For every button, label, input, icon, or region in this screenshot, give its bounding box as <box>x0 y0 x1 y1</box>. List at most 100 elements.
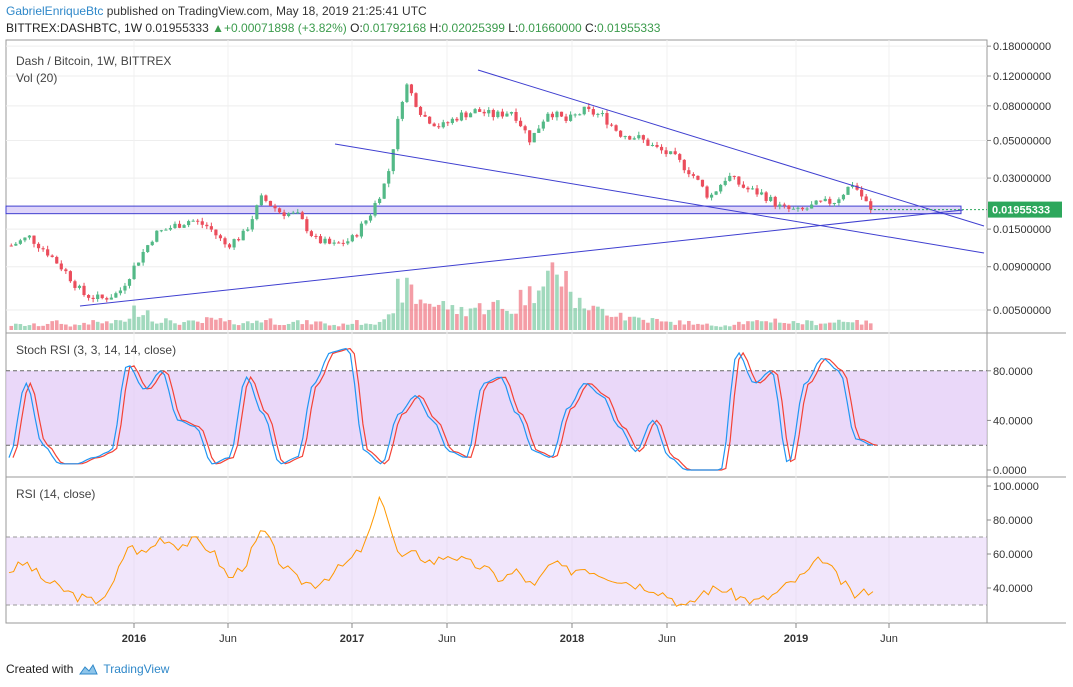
volume-bar <box>723 325 728 330</box>
volume-bar <box>855 319 859 330</box>
candle-body <box>564 116 568 121</box>
candle-body <box>237 239 241 241</box>
volume-bar <box>718 326 723 330</box>
y-tick-label: 100.0000 <box>993 481 1039 493</box>
candle-body <box>314 235 318 237</box>
volume-bar <box>514 313 518 330</box>
candle-body <box>550 113 555 118</box>
candle-body <box>205 224 209 227</box>
tradingview-brand[interactable]: TradingView <box>103 662 170 676</box>
candle-body <box>623 136 627 138</box>
volume-bar <box>596 306 600 330</box>
candle-body <box>691 174 695 176</box>
x-tick-label: 2018 <box>560 633 584 645</box>
volume-bar <box>550 262 555 330</box>
candle-body <box>387 171 391 184</box>
volume-bar <box>282 325 286 330</box>
candle-body <box>9 245 13 247</box>
volume-bar <box>341 323 346 330</box>
candle-body <box>232 239 236 248</box>
candle-body <box>123 285 127 291</box>
tradingview-cloud-icon <box>79 663 99 675</box>
candle-body <box>532 132 536 143</box>
trendline-lower <box>334 143 985 254</box>
candle-body <box>669 151 673 155</box>
volume-bar <box>386 314 391 330</box>
candle-body <box>218 235 223 239</box>
volume-bar <box>700 324 705 330</box>
volume-bar <box>127 318 132 330</box>
volume-bar <box>427 303 432 330</box>
volume-bar <box>300 324 305 330</box>
volume-bar <box>436 304 441 330</box>
candle-body <box>450 118 454 124</box>
volume-bar <box>82 322 86 330</box>
price-badge <box>988 201 1062 218</box>
candle-body <box>482 111 486 114</box>
volume-bar <box>277 325 282 330</box>
volume-bar <box>650 318 655 330</box>
candle-body <box>332 242 336 244</box>
publish-line: GabrielEnriqueBtc published on TradingVi… <box>6 4 427 18</box>
volume-bar <box>305 320 309 330</box>
candle-body <box>791 208 796 210</box>
candle-body <box>605 113 609 125</box>
candle-body <box>291 212 295 214</box>
volume-bar <box>541 286 546 330</box>
volume-bar <box>477 303 482 330</box>
volume-bar <box>609 316 614 330</box>
candle-body <box>32 235 36 244</box>
candle-body <box>300 212 304 220</box>
volume-bar <box>764 321 768 330</box>
candle-body <box>537 128 541 133</box>
volume-bar <box>32 323 36 330</box>
candle-body <box>632 138 636 140</box>
candle-body <box>755 188 759 195</box>
symbol-label: BITTREX:DASHBTC, 1W <box>6 21 143 35</box>
candle-body <box>514 111 518 121</box>
volume-bar <box>505 310 509 330</box>
volume-bar <box>573 307 577 330</box>
candle-body <box>173 223 177 228</box>
volume-bar <box>364 323 368 330</box>
volume-bar <box>223 321 227 330</box>
candle-body <box>214 229 218 236</box>
author-link[interactable]: GabrielEnriqueBtc <box>6 4 104 18</box>
y-tick-label: 0.00900000 <box>993 262 1051 274</box>
candle-body <box>709 194 714 198</box>
candle-body <box>591 109 595 115</box>
candle-body <box>505 113 509 117</box>
rsi-line <box>8 495 874 607</box>
volume-bar <box>696 323 700 330</box>
price-badge-label: 0.01955333 <box>992 205 1050 217</box>
candle-body <box>378 198 382 203</box>
candle-body <box>782 204 786 206</box>
volume-bar <box>95 321 100 330</box>
triangle-up-icon: ▲ <box>212 21 224 35</box>
candle-body <box>637 135 641 139</box>
volume-bar <box>614 316 618 330</box>
candle-body <box>769 196 773 201</box>
high-value: 0.02025399 <box>441 21 505 35</box>
volume-bar <box>464 316 468 330</box>
volume-bar <box>318 321 323 330</box>
x-tick-label: 2019 <box>784 633 808 645</box>
volume-bar <box>291 321 296 330</box>
rsi-band <box>6 537 987 605</box>
volume-bar <box>432 306 436 330</box>
open-label: O: <box>350 21 363 35</box>
candle-body <box>864 196 868 202</box>
volume-bar <box>814 325 818 330</box>
y-tick-label: 0.03000000 <box>993 173 1051 185</box>
candle-body <box>664 150 668 155</box>
candle-body <box>759 192 764 195</box>
volume-bar <box>523 305 527 330</box>
candle-body <box>282 212 286 217</box>
volume-bar <box>841 321 846 330</box>
candle-body <box>700 179 705 187</box>
volume-bar <box>273 324 277 330</box>
candle-body <box>164 229 168 231</box>
candle-body <box>50 255 54 257</box>
candle-body <box>837 199 841 203</box>
